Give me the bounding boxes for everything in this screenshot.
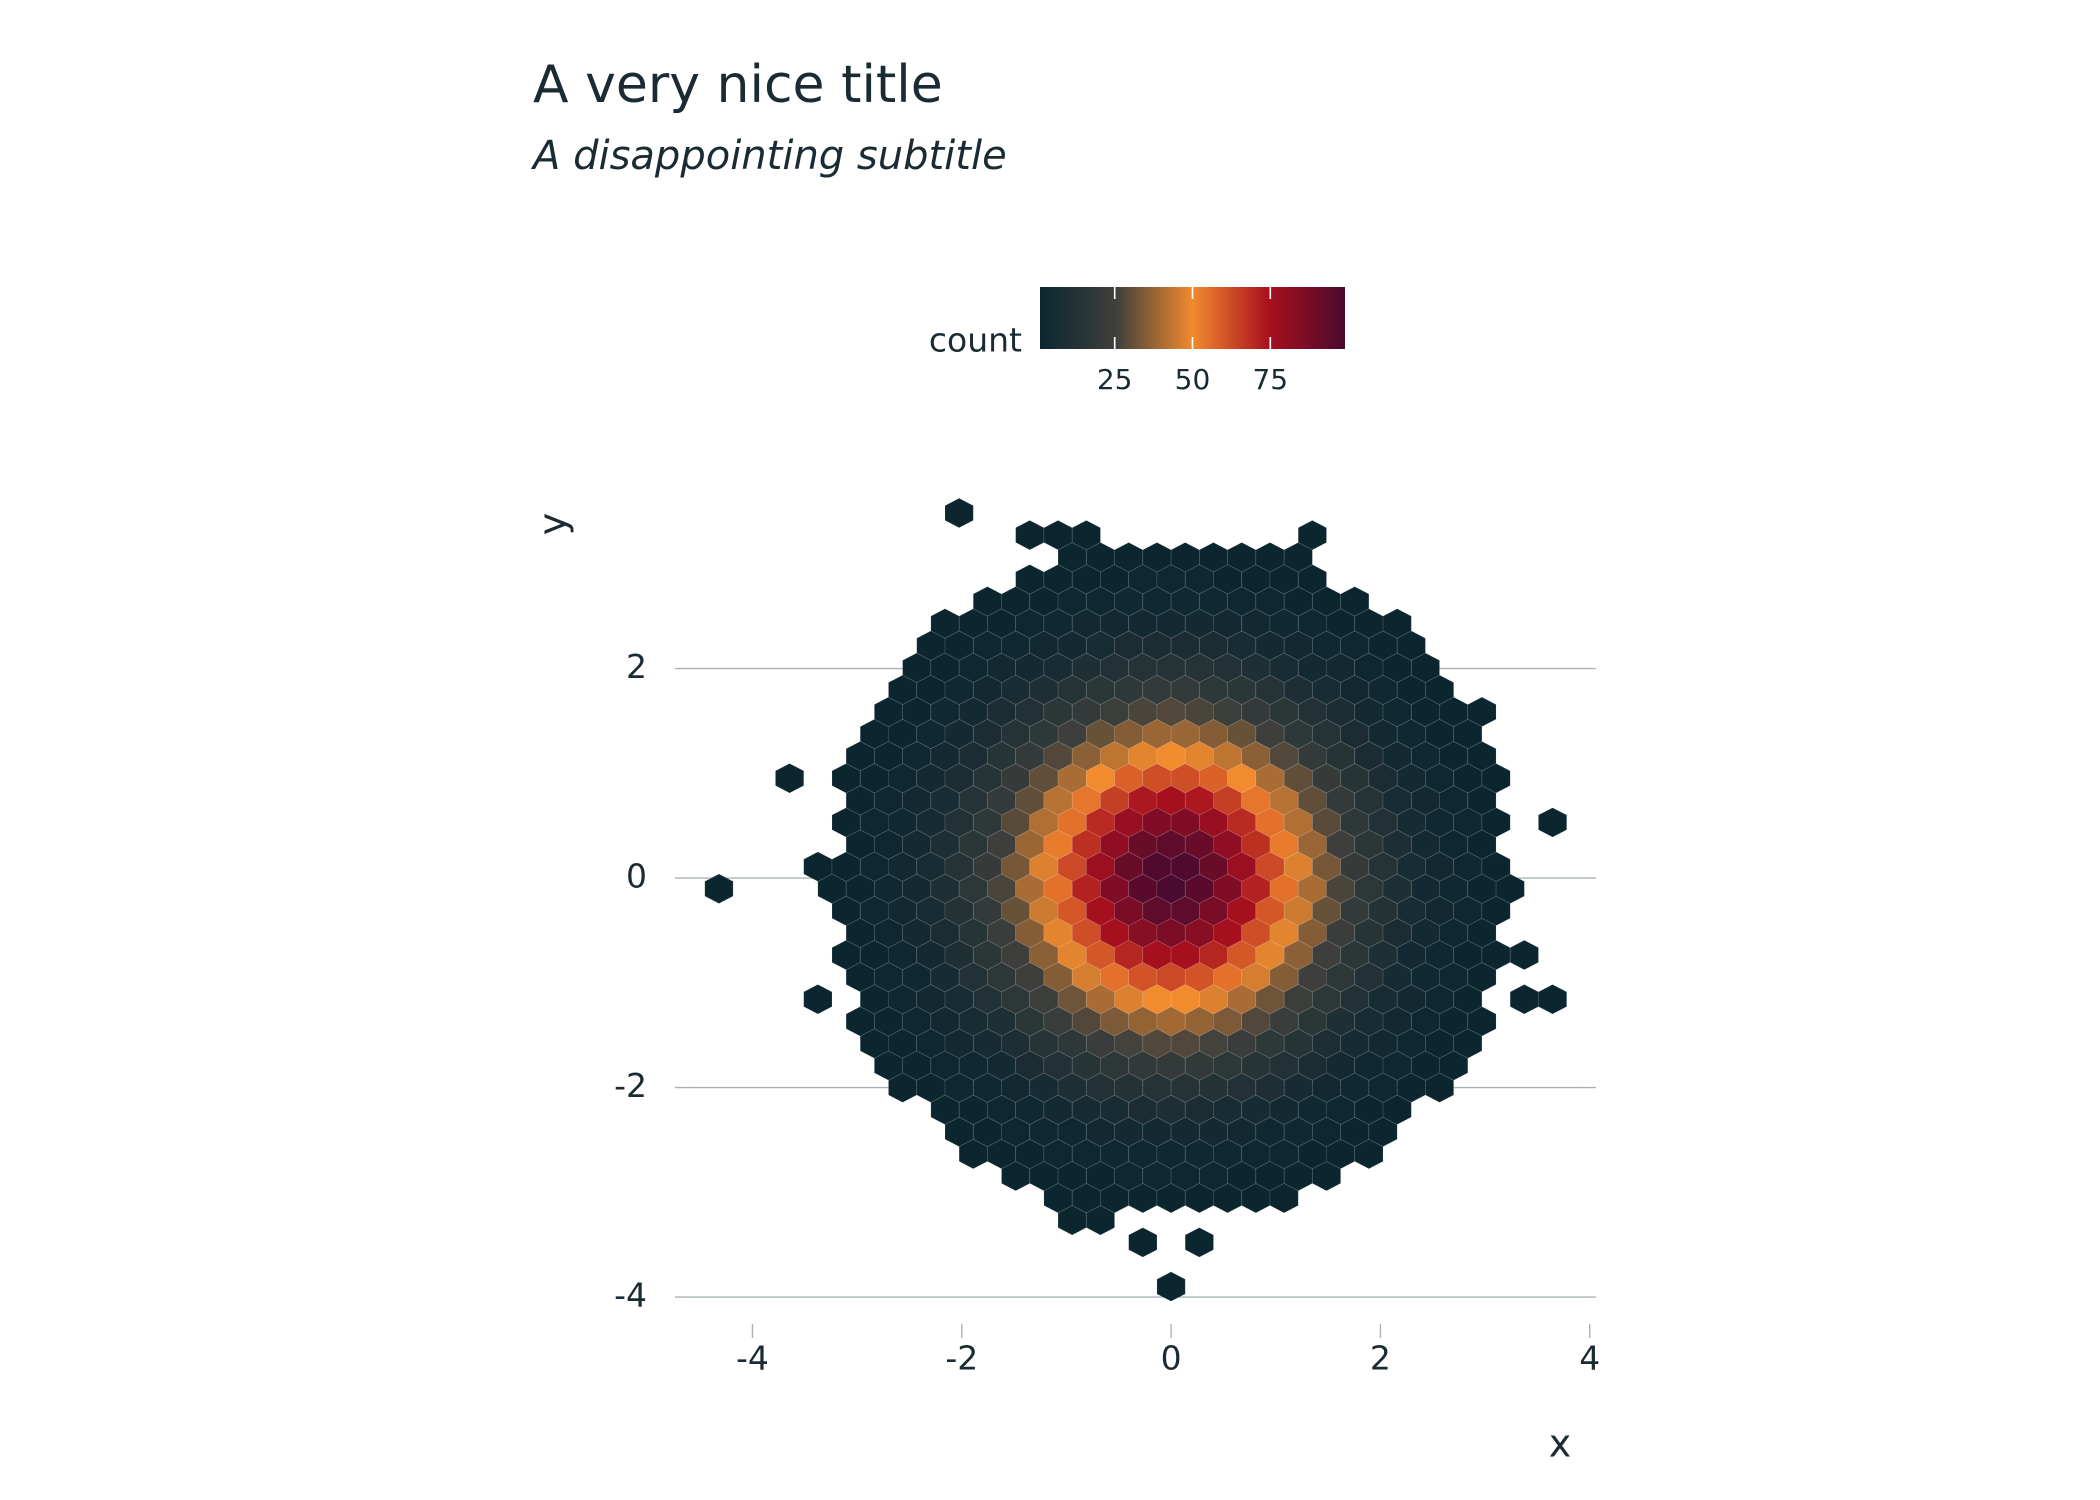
legend-tick-label: 25	[1097, 363, 1133, 396]
legend-title: count	[929, 321, 1022, 360]
y-axis-title: y	[531, 513, 575, 536]
y-tick-label: -2	[614, 1066, 647, 1105]
hex-cell	[1071, 519, 1101, 551]
x-tick-label: 2	[1370, 1339, 1391, 1378]
x-axis-title: x	[1549, 1422, 1572, 1466]
hex-cell	[1015, 519, 1045, 551]
hex-cell	[775, 763, 805, 794]
hex-cells	[704, 497, 1568, 1302]
y-tick-label: 0	[626, 857, 647, 896]
legend-tick-label: 75	[1252, 363, 1288, 396]
y-tick-label: -4	[614, 1276, 647, 1315]
hex-cell	[803, 984, 833, 1015]
hex-cell	[1509, 939, 1539, 971]
hex-cell	[1382, 608, 1412, 639]
legend-tick-label: 50	[1175, 363, 1211, 396]
hex-cell	[1467, 696, 1497, 728]
hex-cell	[1340, 586, 1370, 617]
hex-cell	[1156, 1271, 1186, 1302]
hex-cell	[704, 873, 734, 904]
hex-cell	[1538, 984, 1568, 1015]
x-tick-label: 4	[1579, 1339, 1600, 1378]
hex-cell	[1509, 984, 1539, 1015]
hex-cell	[1538, 807, 1568, 838]
hex-cell	[1184, 1227, 1214, 1258]
chart-title: A very nice title	[533, 55, 943, 115]
x-tick-label: -2	[945, 1339, 978, 1378]
chart-subtitle: A disappointing subtitle	[530, 133, 1007, 179]
hex-cell	[1128, 1227, 1158, 1258]
hex-cell	[1297, 519, 1327, 551]
y-tick-label: 2	[626, 647, 647, 686]
hex-cell	[944, 497, 974, 529]
x-tick-label: -4	[736, 1339, 769, 1378]
x-tick-label: 0	[1161, 1339, 1182, 1378]
